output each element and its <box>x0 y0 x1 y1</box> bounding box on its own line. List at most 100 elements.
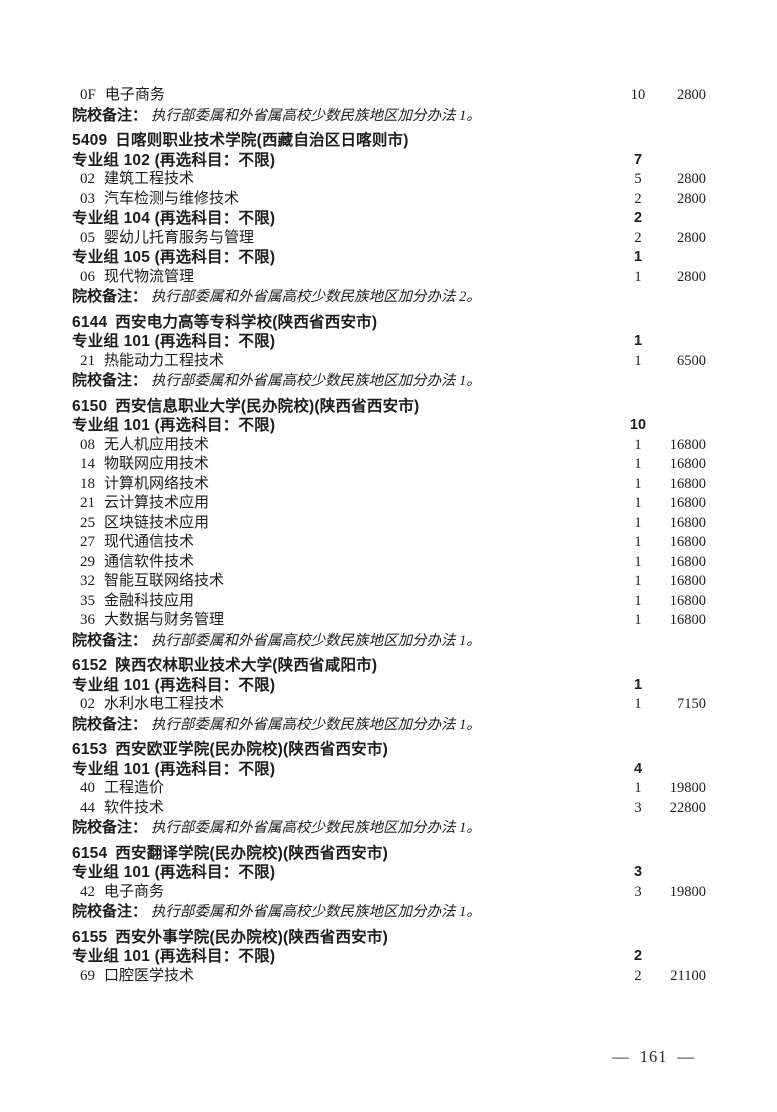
tuition-fee: 2800 <box>677 268 706 285</box>
major-row: 21 云计算技术应用 1 16800 <box>72 494 706 514</box>
school-name: 西安翻译学院(民办院校)(陕西省西安市) <box>115 844 388 862</box>
major-entry: 42 电子商务 <box>72 883 620 903</box>
tuition-fee-cell <box>656 818 706 839</box>
plan-count: 2 <box>634 229 642 246</box>
school-code: 6154 <box>72 844 108 862</box>
tuition-fee-cell <box>656 947 706 967</box>
school-name: 西安信息职业大学(民办院校)(陕西省西安市) <box>115 397 420 415</box>
school-note-text: 执行部委属和外省属高校少数民族地区加分办法 2。 <box>151 289 481 305</box>
tuition-fee: 16800 <box>669 553 706 570</box>
major-entry: 06 现代物流管理 <box>72 268 620 288</box>
school-note: 院校备注： 执行部委属和外省属高校少数民族地区加分办法 1。 <box>72 631 620 652</box>
major-entry: 02 建筑工程技术 <box>72 170 620 190</box>
tuition-fee: 2800 <box>677 87 706 103</box>
school-header-row: 6155 西安外事学院(民办院校)(陕西省西安市) <box>72 928 706 948</box>
major-code: 40 <box>80 780 95 796</box>
school-header-row: 6150 西安信息职业大学(民办院校)(陕西省西安市) <box>72 397 706 417</box>
major-name: 婴幼儿托育服务与管理 <box>104 229 255 246</box>
tuition-fee-cell <box>656 902 706 923</box>
school-note-row: 院校备注： 执行部委属和外省属高校少数民族地区加分办法 1。 <box>72 106 706 127</box>
tuition-fee: 16800 <box>669 514 706 531</box>
major-entry: 14 物联网应用技术 <box>72 455 620 475</box>
school-note: 院校备注： 执行部委属和外省属高校少数民族地区加分办法 1。 <box>72 715 620 736</box>
plan-count: 1 <box>633 333 643 349</box>
plan-count: 1 <box>634 534 642 550</box>
major-entry: 03 汽车检测与维修技术 <box>72 190 620 210</box>
tuition-fee: 16800 <box>669 612 706 628</box>
major-group-row: 专业组 105 (再选科目：不限) 1 <box>72 248 706 268</box>
school-note: 院校备注： 执行部委属和外省属高校少数民族地区加分办法 1。 <box>72 818 620 839</box>
tuition-fee-cell <box>656 371 706 392</box>
major-group-row: 专业组 101 (再选科目：不限) 10 <box>72 416 706 436</box>
plan-count: 1 <box>634 612 642 628</box>
school-note-text: 执行部委属和外省属高校少数民族地区加分办法 1。 <box>151 716 481 733</box>
major-group-label: 专业组 101 (再选科目：不限) <box>72 864 276 881</box>
tuition-fee-cell <box>656 131 706 151</box>
plan-count: 3 <box>634 799 642 816</box>
school-note-label: 院校备注： <box>72 903 148 920</box>
school-code: 6155 <box>72 928 108 946</box>
tuition-fee: 22800 <box>669 799 706 816</box>
plan-count-cell <box>620 928 656 948</box>
major-group-label: 专业组 101 (再选科目：不限) <box>72 760 276 778</box>
tuition-fee-cell <box>656 106 706 127</box>
plan-count: 1 <box>634 514 642 531</box>
major-entry: 27 现代通信技术 <box>72 533 620 553</box>
school-header: 5409 日喀则职业技术学院(西藏自治区日喀则市) <box>72 131 620 151</box>
plan-count-cell <box>620 397 656 417</box>
major-entry: 08 无人机应用技术 <box>72 436 620 456</box>
tuition-fee-cell <box>656 313 706 333</box>
school-note: 院校备注： 执行部委属和外省属高校少数民族地区加分办法 1。 <box>72 371 620 392</box>
major-row: 42 电子商务 3 19800 <box>72 883 706 903</box>
school-header-row: 6144 西安电力高等专科学校(陕西省西安市) <box>72 313 706 333</box>
major-row: 05 婴幼儿托育服务与管理 2 2800 <box>72 229 706 249</box>
major-name: 软件技术 <box>104 799 165 816</box>
plan-count: 1 <box>634 475 642 492</box>
major-name: 现代通信技术 <box>104 534 195 550</box>
plan-count: 3 <box>633 864 643 880</box>
major-entry: 40 工程造价 <box>72 779 620 799</box>
major-code: 21 <box>80 495 95 511</box>
major-group-row: 专业组 104 (再选科目：不限) 2 <box>72 209 706 229</box>
school-note-row: 院校备注： 执行部委属和外省属高校少数民族地区加分办法 1。 <box>72 818 706 839</box>
school-header: 6144 西安电力高等专科学校(陕西省西安市) <box>72 313 620 333</box>
plan-count: 1 <box>634 573 642 589</box>
school-code: 6152 <box>72 657 108 674</box>
major-entry: 36 大数据与财务管理 <box>72 611 620 631</box>
tuition-fee-cell <box>656 740 706 760</box>
plan-count: 1 <box>633 676 643 693</box>
plan-count: 7 <box>633 151 643 168</box>
plan-count: 2 <box>633 948 643 964</box>
plan-count-cell <box>620 371 656 392</box>
major-row: 0F 电子商务 10 2800 <box>72 86 706 106</box>
school-header-row: 5409 日喀则职业技术学院(西藏自治区日喀则市) <box>72 131 706 151</box>
school-note-row: 院校备注： 执行部委属和外省属高校少数民族地区加分办法 2。 <box>72 287 706 308</box>
school-note-text: 执行部委属和外省属高校少数民族地区加分办法 1。 <box>151 904 481 920</box>
major-row: 29 通信软件技术 1 16800 <box>72 553 706 573</box>
major-code: 18 <box>80 475 95 492</box>
major-group-label: 专业组 101 (再选科目：不限) <box>72 333 276 350</box>
major-group-row: 专业组 102 (再选科目：不限) 7 <box>72 151 706 171</box>
major-group-row: 专业组 101 (再选科目：不限) 1 <box>72 332 706 352</box>
plan-count: 10 <box>629 417 647 433</box>
school-note-label: 院校备注： <box>72 106 148 124</box>
major-row: 14 物联网应用技术 1 16800 <box>72 455 706 475</box>
major-group-row: 专业组 101 (再选科目：不限) 1 <box>72 676 706 696</box>
plan-count: 1 <box>634 495 642 511</box>
plan-count-cell <box>620 106 656 127</box>
school-note-label: 院校备注： <box>72 288 148 305</box>
major-row: 69 口腔医学技术 2 21100 <box>72 967 706 987</box>
major-name: 区块链技术应用 <box>104 514 210 531</box>
school-note-label: 院校备注： <box>72 715 148 733</box>
tuition-fee-cell <box>656 631 706 652</box>
tuition-fee-cell <box>656 287 706 308</box>
major-entry: 18 计算机网络技术 <box>72 475 620 495</box>
major-row: 44 软件技术 3 22800 <box>72 799 706 819</box>
tuition-fee: 7150 <box>677 696 706 712</box>
plan-count: 1 <box>634 553 642 570</box>
plan-count-cell <box>620 844 656 864</box>
tuition-fee-cell <box>656 248 706 268</box>
major-row: 06 现代物流管理 1 2800 <box>72 268 706 288</box>
tuition-fee: 2800 <box>677 171 706 187</box>
plan-count: 2 <box>633 210 643 226</box>
